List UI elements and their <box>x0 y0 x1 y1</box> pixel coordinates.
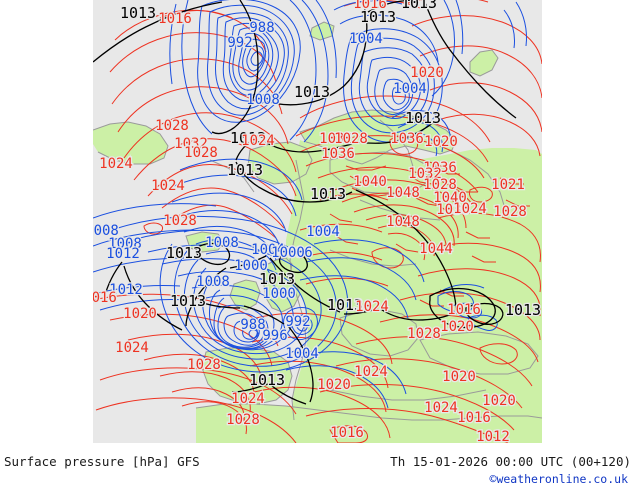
isobar-label: 1036 <box>423 160 457 176</box>
isobar-label: 1024 <box>424 400 458 416</box>
isobar-label: 992 <box>227 35 252 51</box>
land-layer <box>93 22 542 443</box>
isobar-label: 1024 <box>241 133 275 149</box>
isobar-label: 1024 <box>355 299 389 315</box>
isobar-label: 1028 <box>407 326 441 342</box>
isobars-low-layer <box>93 0 527 409</box>
isobar-label: 1012 <box>106 246 140 262</box>
isobar-label: 1016 <box>457 410 491 426</box>
isobar-label: 1028 <box>187 357 221 373</box>
isobar-label: 1013 <box>360 8 396 26</box>
isobar-label: 1020 <box>317 377 351 393</box>
valid-datetime: Th 15-01-2026 00:00 UTC (00+120) <box>390 454 631 469</box>
isobar-label: 1004 <box>251 242 285 258</box>
isobar-label: 1036 <box>436 202 470 218</box>
isobar-label: 1008 <box>246 92 280 108</box>
isobar-label: 1013 <box>230 129 266 147</box>
isobar-label: 1040 <box>353 174 387 190</box>
isobar-label: 1013 <box>227 161 263 179</box>
isobar-label: 1013 <box>120 4 156 22</box>
isobar-label: 1048 <box>386 185 420 201</box>
isobar-label: 1016 <box>158 11 192 27</box>
isobar-label: 1020 <box>482 393 516 409</box>
isobar-label: 1044 <box>419 241 453 257</box>
isobar-label: 988 <box>240 317 265 333</box>
isobar-label: 1040 <box>433 190 467 206</box>
isobar-label: 1004 <box>285 346 319 362</box>
chart-title: Surface pressure [hPa] GFS <box>4 454 200 469</box>
isobar-label: 1004 <box>393 81 427 97</box>
isobar-label: 1004 <box>306 224 340 240</box>
isobars-high-layer <box>93 0 542 443</box>
isobar-label: 1024 <box>354 364 388 380</box>
isobar-label: 1016 <box>330 425 364 441</box>
isobar-label: 996 <box>262 328 287 344</box>
isobar-label: 1013 <box>259 270 295 288</box>
isobar-label: 1000 <box>262 286 296 302</box>
isobar-label: 1036 <box>390 131 424 147</box>
isobar-label: 1028 <box>184 145 218 161</box>
isobar-label: 1013 <box>401 0 437 12</box>
isobar-label: 1024 <box>151 178 185 194</box>
isobar-label: 1013 <box>327 296 363 314</box>
isobar-label: 1016 <box>83 290 117 306</box>
isobar-label: 1004 <box>349 31 383 47</box>
footer-bar: Surface pressure [hPa] GFS Th 15-01-2026… <box>0 443 634 490</box>
isobar-label: 1020 <box>123 306 157 322</box>
isobar-label: 1016 <box>353 0 387 12</box>
isobar-label: 1020 <box>424 134 458 150</box>
isobar-label: 1036 <box>321 146 355 162</box>
isobar-label: 1008 <box>196 274 230 290</box>
isobar-label: 992 <box>285 314 310 330</box>
isobar-label: 1013 <box>310 185 346 203</box>
isobar-label: 988 <box>249 20 274 36</box>
isobar-label: 1016 <box>447 302 481 318</box>
isobar-label: 1028 <box>423 177 457 193</box>
isobar-label: 996 <box>287 245 312 261</box>
isobar-label: 1013 <box>166 244 202 262</box>
isobar-label: 1013 <box>170 292 206 310</box>
isobar-label: 1020 <box>440 319 474 335</box>
isobar-label: 1008 <box>85 223 119 239</box>
isobar-label: 1028 <box>334 131 368 147</box>
copyright-credit[interactable]: ©weatheronline.co.uk <box>489 472 628 486</box>
isobar-label: 1024 <box>99 156 133 172</box>
isobar-label: 1020 <box>442 369 476 385</box>
isobar-label: 1000 <box>271 245 305 261</box>
isobar-label: 1028 <box>226 412 260 428</box>
isobar-label: 1032 <box>408 166 442 182</box>
isobar-label: 1024 <box>231 391 265 407</box>
isobar-label: 1021 <box>491 177 525 193</box>
isobars-1013-layer <box>93 0 517 405</box>
isobar-label: 1032 <box>319 131 353 147</box>
isobar-label: 1048 <box>386 214 420 230</box>
isobar-label: 1020 <box>410 65 444 81</box>
isobar-label: 1013 <box>249 371 285 389</box>
isobar-label: 1000 <box>234 258 268 274</box>
isobar-label: 1028 <box>493 204 527 220</box>
isobar-label: 1013 <box>294 83 330 101</box>
isobar-label: 1012 <box>109 282 143 298</box>
isobar-label: 1008 <box>205 235 239 251</box>
isobar-label: 1028 <box>155 118 189 134</box>
isobar-label: 1008 <box>108 236 142 252</box>
isobar-label: 1013 <box>405 109 441 127</box>
isobar-label: 1032 <box>174 136 208 152</box>
isobar-label: 1024 <box>115 340 149 356</box>
isobar-label: 1013 <box>505 301 541 319</box>
isobar-label: 1028 <box>163 213 197 229</box>
isobar-label: 1024 <box>453 201 487 217</box>
isobar-label: 1012 <box>476 429 510 443</box>
map-canvas[interactable]: 988 992 1013 1016 1013 1016 1013 1004 1008 1013 10… <box>0 0 634 443</box>
